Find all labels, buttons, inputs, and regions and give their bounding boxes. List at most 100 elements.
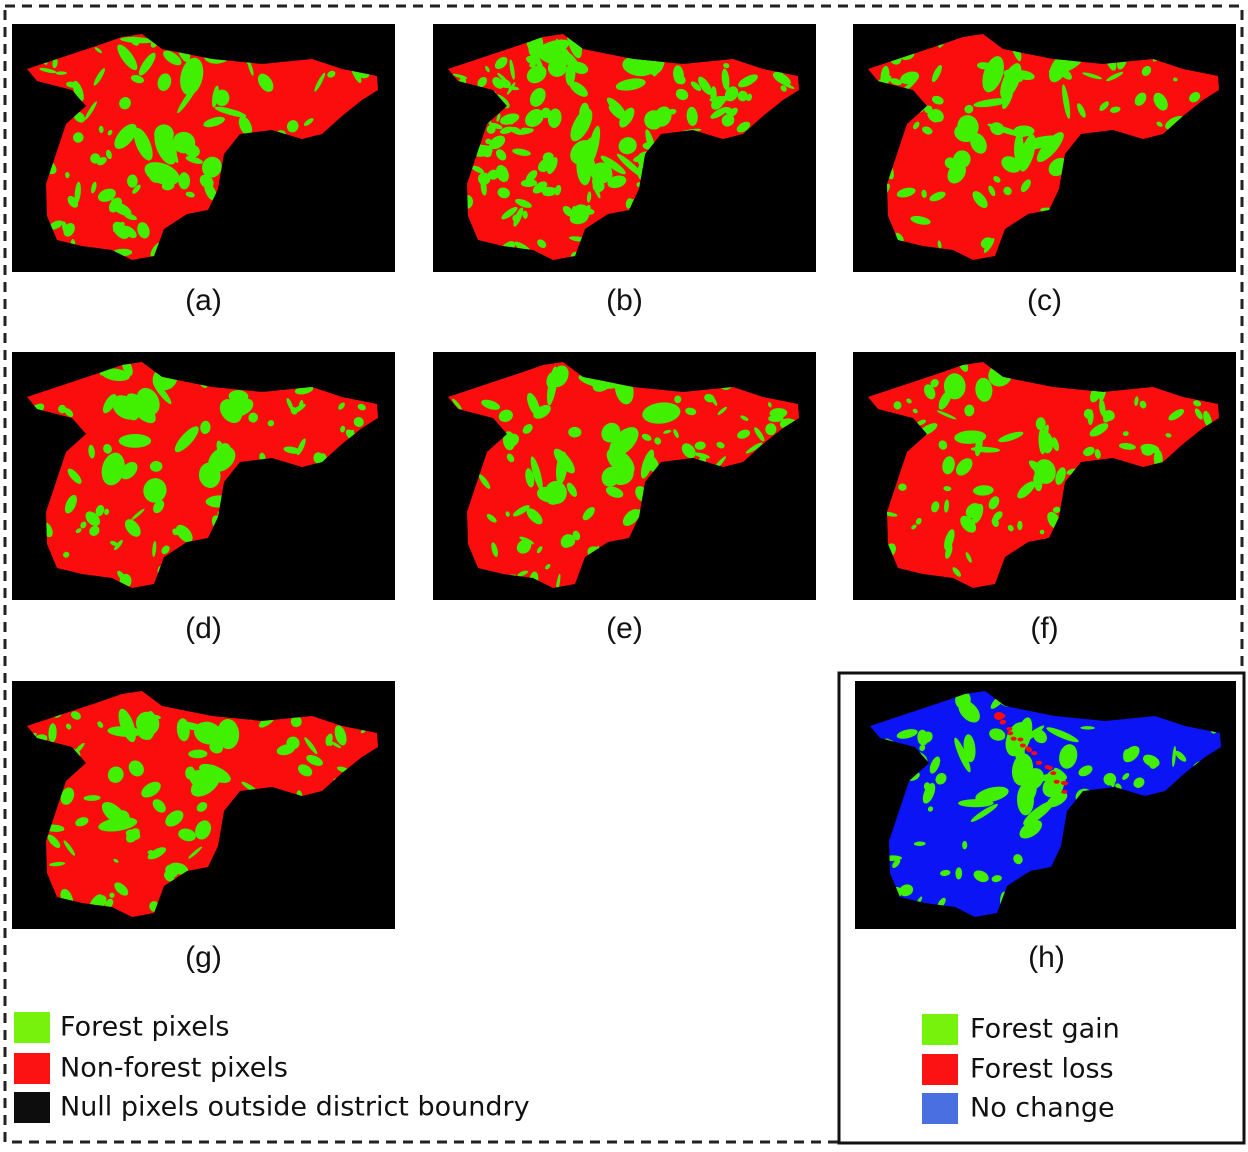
forest-patch (147, 847, 167, 860)
forest-patch (114, 123, 137, 149)
forest-patch (65, 171, 70, 179)
forest-patch (930, 108, 944, 122)
forest-patch (107, 129, 113, 136)
forest-patch (152, 799, 166, 813)
forest-patch (942, 456, 955, 475)
forest-patch (622, 509, 640, 526)
forest-patch (117, 44, 138, 71)
forest-patch (916, 419, 927, 426)
forest-patch (607, 175, 627, 189)
map-panel (12, 681, 395, 929)
forest-patch (178, 172, 191, 190)
forest-patch (991, 875, 1002, 883)
forest-patch (128, 408, 140, 421)
forest-patch (642, 402, 681, 424)
forest-patch (114, 882, 129, 896)
forest-patch (940, 869, 951, 877)
forest-patch (1051, 437, 1060, 452)
forest-patch (306, 754, 323, 766)
forest-patch (1007, 524, 1014, 532)
forest-patch (130, 36, 140, 46)
forest-patch (962, 840, 968, 850)
forest-patch (132, 184, 141, 194)
forest-patch (479, 144, 492, 158)
forest-patch (216, 440, 224, 456)
forest-patch (1118, 442, 1136, 450)
forest-patch (960, 515, 977, 533)
forest-patch (1083, 446, 1095, 457)
forest-patch (1156, 121, 1163, 127)
forest-patch (520, 179, 538, 187)
forest-patch (498, 409, 513, 423)
forest-patch (110, 810, 130, 831)
forest-patch (547, 157, 558, 175)
forest-patch (972, 191, 988, 209)
forest-patch (130, 75, 144, 84)
forest-patch (67, 468, 82, 484)
forest-patch (75, 817, 89, 827)
forest-patch (745, 442, 763, 454)
forest-patch (161, 181, 175, 191)
forest-patch (972, 503, 984, 524)
forest-patch (238, 116, 253, 136)
panel-label: (h) (1028, 941, 1065, 974)
forest-patch (509, 59, 515, 80)
forest-patch (547, 108, 562, 128)
forest-patch (97, 721, 104, 728)
forest-patch (1139, 400, 1147, 409)
forest-patch (988, 185, 996, 197)
map-panel (433, 24, 816, 272)
forest-patch (601, 422, 621, 443)
forest-patch (1175, 750, 1187, 762)
forest-patch (738, 74, 758, 88)
forest-patch (485, 65, 490, 73)
forest-patch (964, 104, 974, 114)
forest-patch (330, 741, 342, 749)
forest-patch (768, 402, 772, 408)
forest-patch (137, 222, 150, 239)
forest-patch (924, 105, 933, 114)
forest-patch (975, 786, 1009, 803)
forest-patch (608, 105, 623, 120)
loss-patch (1026, 747, 1033, 752)
forest-patch (75, 528, 82, 534)
forest-patch (119, 96, 131, 110)
forest-patch (973, 870, 989, 883)
forest-patch (501, 206, 518, 220)
forest-patch (685, 407, 697, 416)
forest-patch (348, 429, 355, 435)
forest-patch (917, 729, 929, 746)
forest-patch (913, 841, 926, 846)
map-panel (855, 681, 1236, 929)
forest-patch (74, 181, 81, 204)
forest-patch (1017, 783, 1034, 816)
forest-patch (1099, 101, 1109, 111)
forest-patch (964, 404, 975, 417)
forest-patch (1014, 70, 1035, 81)
legend-label: Non-forest pixels (60, 1053, 288, 1084)
forest-patch (1168, 409, 1185, 421)
forest-patch (496, 164, 509, 183)
forest-patch (924, 384, 936, 400)
forest-patch (686, 106, 698, 126)
forest-patch (290, 716, 302, 728)
forest-patch (1189, 92, 1201, 103)
forest-patch (532, 181, 548, 194)
forest-patch (178, 828, 196, 842)
loss-patch (1050, 771, 1057, 776)
forest-patch (931, 501, 940, 513)
forest-patch (673, 429, 679, 439)
forest-patch (47, 834, 61, 848)
forest-patch (723, 63, 730, 69)
forest-patch (993, 176, 1001, 183)
forest-patch (529, 61, 537, 68)
forest-patch (478, 172, 491, 186)
forest-patch (973, 98, 1011, 108)
forest-patch (525, 468, 535, 488)
forest-patch (595, 163, 613, 181)
forest-patch (579, 136, 600, 160)
forest-patch (1055, 467, 1066, 485)
forest-patch (1078, 765, 1093, 777)
forest-patch (993, 511, 1003, 521)
forest-patch (529, 87, 546, 107)
